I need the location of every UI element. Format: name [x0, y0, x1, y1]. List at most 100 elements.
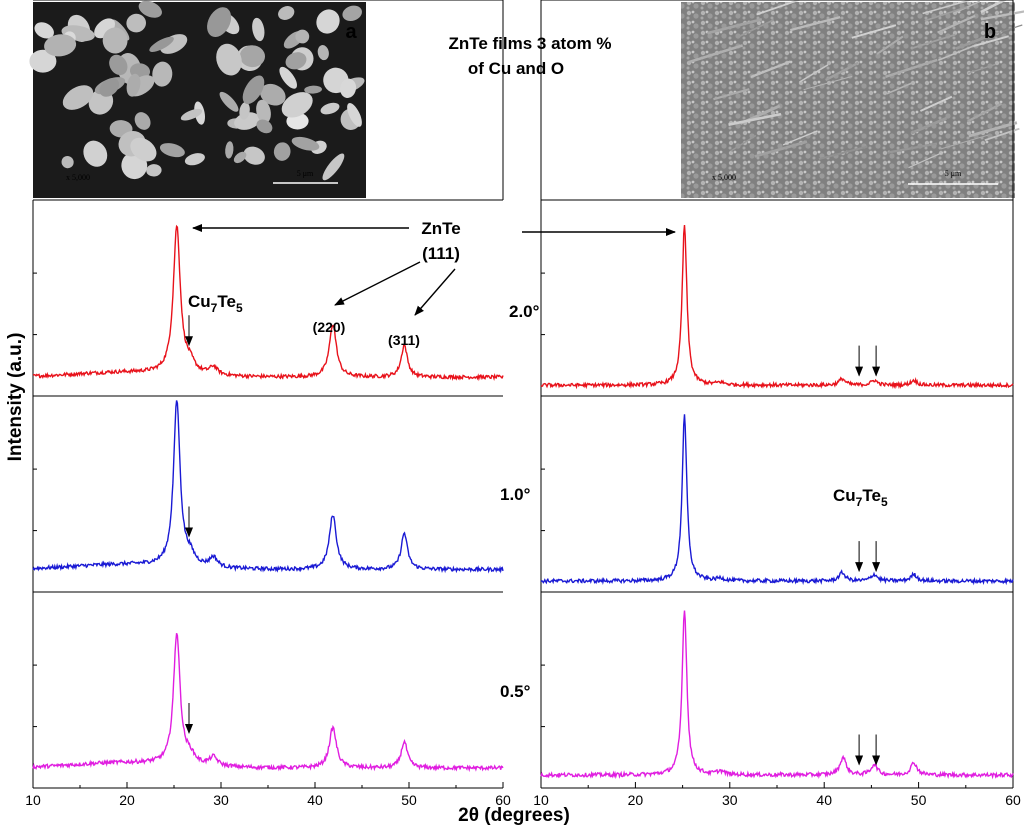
x-tick-label: 50 — [911, 792, 927, 808]
sem-a-magnification: x 5,000 — [66, 173, 90, 182]
x-axis-label: 2θ (degrees) — [458, 805, 570, 826]
x-tick-label: 60 — [1005, 792, 1021, 808]
sem-b-streak — [750, 60, 791, 79]
sem-a-grain — [281, 92, 313, 118]
arrow-to-220 — [334, 261, 421, 306]
x-tick-label: 20 — [119, 792, 135, 808]
figure-title-line1: ZnTe films 3 atom % — [448, 34, 611, 53]
sem-a-grain — [239, 102, 250, 120]
sem-b-streak — [937, 44, 975, 61]
sem-a-label: a — [345, 21, 357, 43]
sem-b-streak — [955, 31, 999, 50]
sem-a-grain — [146, 164, 162, 177]
sem-a-grain — [252, 17, 265, 42]
znte-label: ZnTe — [421, 219, 460, 238]
sem-b-background — [681, 2, 1015, 198]
sem-a-grain — [126, 73, 141, 97]
sem-a-grain — [184, 153, 205, 166]
sem-a-grain — [180, 108, 203, 121]
sem-b-streak — [789, 15, 841, 32]
sem-a-grain — [109, 54, 128, 76]
sem-a-grain — [239, 45, 265, 68]
cu7te5-label-left: Cu7Te5 — [188, 292, 243, 315]
sem-a-grain — [152, 61, 173, 87]
sem-a-grain — [29, 49, 57, 73]
sem-a-grain — [99, 78, 120, 97]
sem-a-scalebar-label: 5 μm — [297, 169, 314, 178]
sem-a-grain — [317, 45, 329, 61]
sem-a-grain — [126, 13, 146, 33]
sem-a-grain — [62, 85, 94, 110]
sem-b-streak — [687, 44, 744, 64]
x-tick-label: 20 — [628, 792, 644, 808]
sem-a-grain — [295, 29, 310, 44]
xrd-traces — [32, 224, 1014, 780]
sem-b-streak — [937, 14, 976, 34]
sem-b-streak — [910, 116, 948, 135]
sem-a-grain — [278, 6, 295, 20]
axis-ticks: 10 20 30 40 50 60 10 20 30 40 50 60 — [25, 782, 1021, 808]
sem-b-label: b — [984, 21, 996, 43]
x-tick-label: 10 — [25, 792, 41, 808]
sem-a-grain — [347, 102, 362, 127]
sem-a-grain — [225, 141, 234, 159]
sem-b-streak — [803, 75, 853, 91]
sem-b-streak — [886, 81, 914, 95]
sem-b-streak — [908, 151, 944, 169]
sem-a-grain — [83, 140, 108, 167]
sem-a-grain — [61, 155, 74, 169]
sem-b-streak — [922, 0, 974, 15]
xrd-trace-right-1 — [540, 414, 1014, 586]
xrd-trace-right-0 — [540, 224, 1014, 390]
sem-a-grain — [316, 9, 340, 34]
sem-b-streak — [851, 24, 897, 39]
sem-a-grain — [216, 43, 242, 76]
tilt-angle-label: 1.0° — [500, 485, 531, 504]
xrd-trace-right-2 — [540, 610, 1014, 780]
sem-a-grain — [159, 143, 185, 158]
sem-a-grain — [273, 142, 291, 161]
sem-b-streak — [980, 10, 1024, 21]
sem-a-grain — [285, 52, 307, 70]
sem-b-streak — [940, 134, 989, 150]
sem-b-streak — [730, 134, 757, 152]
sem-b-streak — [967, 63, 996, 74]
sem-b-magnification: x 5,000 — [712, 173, 736, 182]
arrow-to-311 — [414, 268, 456, 316]
sem-a-grain — [304, 85, 322, 94]
sem-b-streak — [707, 17, 763, 35]
sem-a-grain — [291, 136, 320, 151]
sem-b-streak — [919, 95, 953, 112]
x-tick-label: 40 — [816, 792, 832, 808]
sem-a-grain — [243, 146, 265, 165]
sem-b-streak — [782, 130, 818, 146]
sem-a-grain — [259, 83, 286, 106]
sem-a-grain — [320, 102, 340, 115]
sem-b-streaks — [687, 0, 1024, 169]
sem-b-streak — [924, 5, 968, 22]
sem-b-streak — [756, 0, 802, 16]
sem-micrograph-a: a x 5,000 5 μm — [29, 0, 366, 198]
sem-a-grain — [149, 36, 174, 52]
plane-111-label: (111) — [422, 244, 460, 263]
x-tick-label: 30 — [213, 792, 229, 808]
sem-a-grain — [219, 91, 239, 112]
sem-a-grain — [279, 66, 297, 89]
sem-a-grain — [207, 7, 232, 38]
x-tick-label: 40 — [307, 792, 323, 808]
x-tick-label: 30 — [722, 792, 738, 808]
sem-b-streak — [728, 112, 782, 126]
xrd-trace-left-0 — [32, 224, 504, 382]
sem-b-streak — [887, 142, 938, 154]
plane-220-label: (220) — [313, 319, 346, 335]
sem-a-grains — [29, 0, 365, 181]
sem-b-scalebar-label: 5 μm — [945, 169, 962, 178]
x-tick-label: 10 — [533, 792, 549, 808]
sem-a-grain — [44, 34, 77, 57]
x-tick-label: 60 — [495, 792, 511, 808]
sem-b-streak — [713, 88, 750, 101]
tilt-angle-label: 0.5° — [500, 682, 531, 701]
sem-a-grain — [256, 119, 273, 134]
plane-311-label: (311) — [388, 332, 420, 348]
y-axis-label: Intensity (a.u.) — [5, 333, 26, 462]
